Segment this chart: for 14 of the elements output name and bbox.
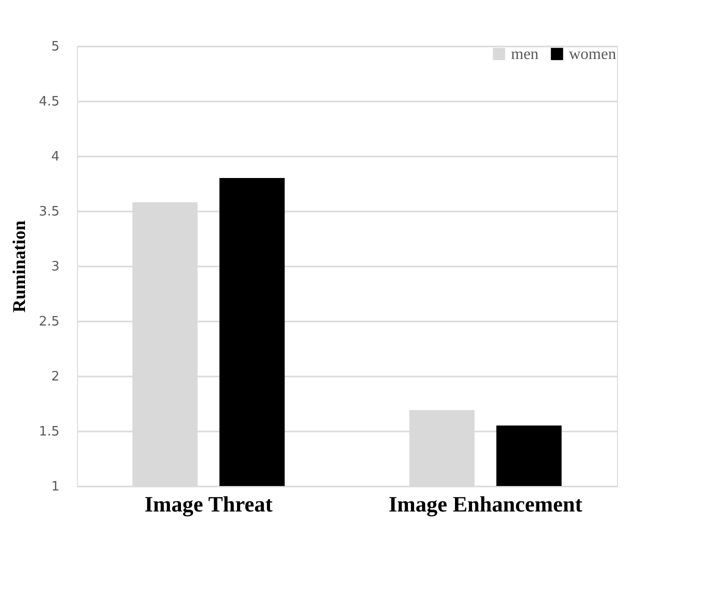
legend-label: women <box>569 46 616 63</box>
y-tick-label: 1 <box>51 480 60 494</box>
y-tick-label: 2.5 <box>38 314 60 330</box>
y-tick-label: 4 <box>51 150 60 164</box>
y-tick-label: 4.5 <box>38 94 60 110</box>
y-tick-label: 2 <box>51 370 60 384</box>
x-tick-label: Image Enhancement <box>388 492 583 516</box>
y-tick-label: 3 <box>51 260 60 274</box>
y-tick-label: 1.5 <box>38 424 60 440</box>
legend-label: men <box>511 46 539 63</box>
y-tick-label: 3.5 <box>38 204 60 220</box>
y-tick-label: 5 <box>51 40 60 54</box>
y-axis-title: Rumination <box>8 220 29 313</box>
x-tick-label: Image Threat <box>144 492 274 516</box>
